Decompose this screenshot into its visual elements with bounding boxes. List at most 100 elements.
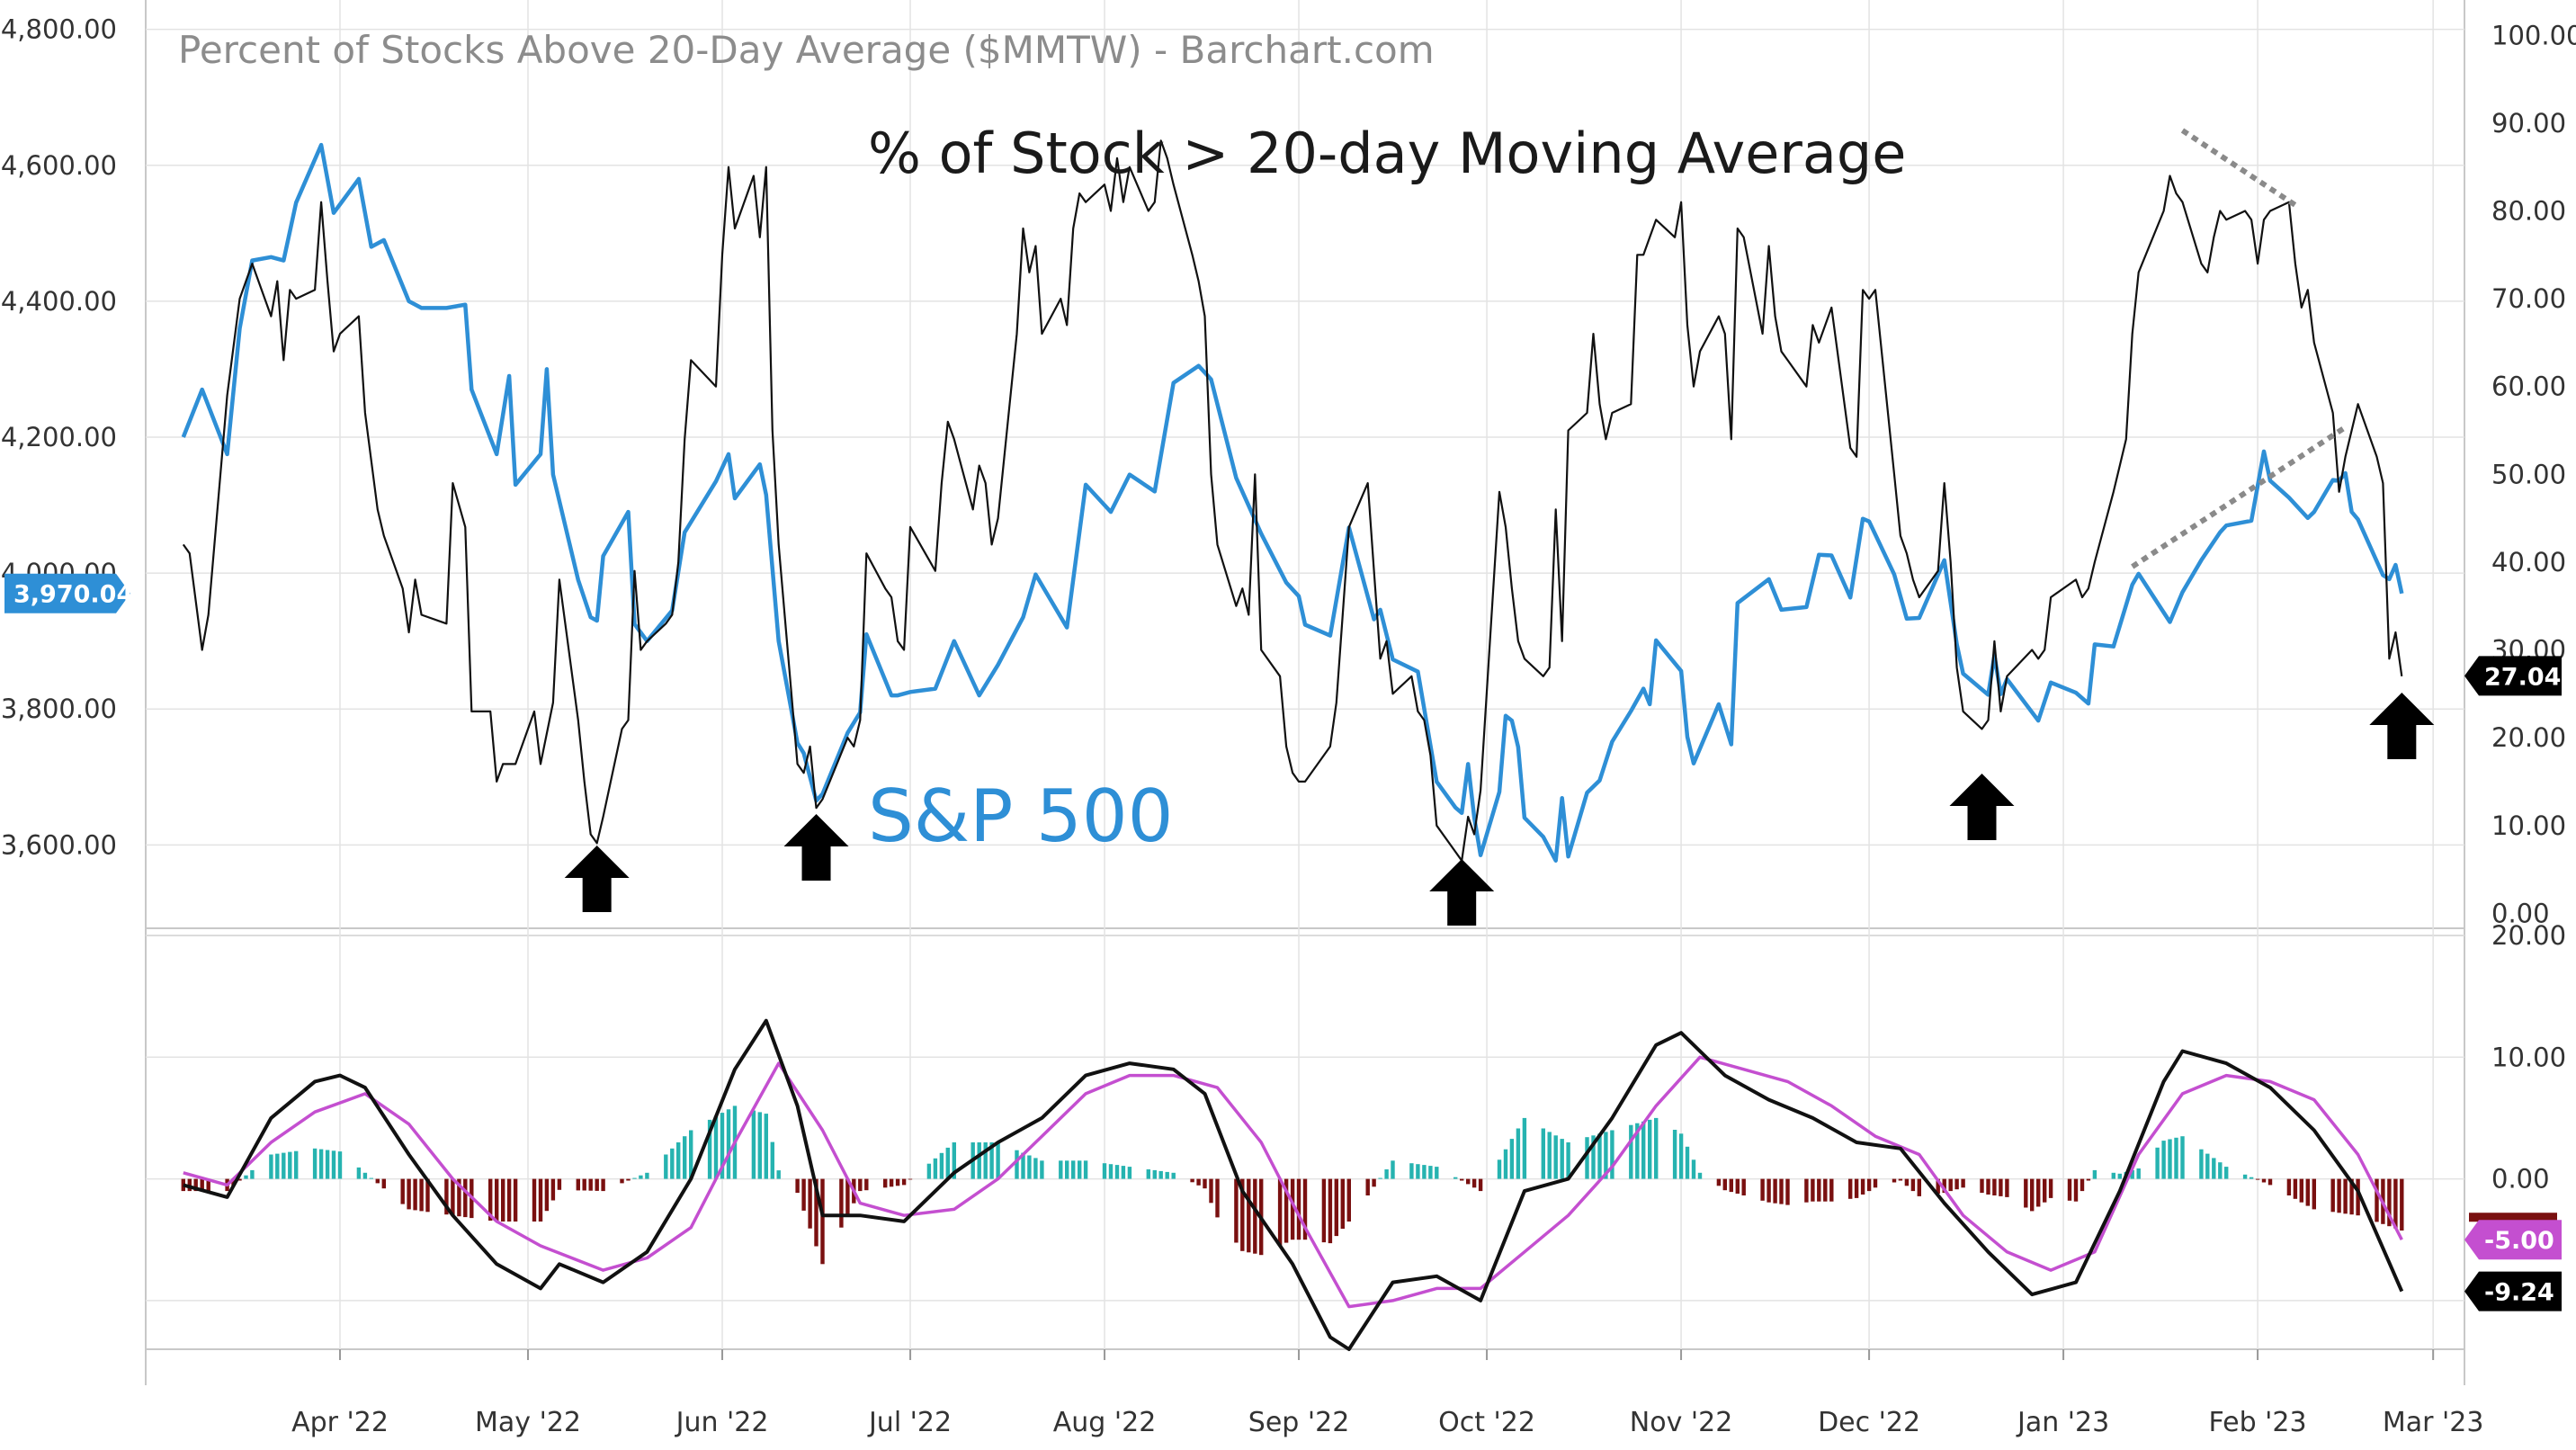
axes: 4,800.004,600.004,400.004,200.004,000.00… [1,14,2576,1438]
histogram-bar [2375,1178,2379,1222]
histogram-bar [1635,1123,1640,1179]
histogram-bar [1954,1178,1959,1190]
histogram-bar [1854,1178,1859,1198]
histogram-bar [989,1142,994,1179]
histogram-bar [1102,1163,1107,1179]
right-axis-tick: 10.00 [2491,810,2566,841]
histogram-bar [1321,1178,1327,1243]
histogram-bar [1365,1178,1370,1195]
series [181,139,2404,1351]
histogram-bar [1678,1133,1684,1179]
histogram-bar [1021,1152,1025,1179]
histogram-bar [1779,1178,1784,1204]
histogram-bar [1372,1178,1376,1187]
histogram-bar [1516,1128,1521,1179]
histogram-bar [2199,1149,2204,1179]
histogram-bar [626,1178,631,1181]
histogram-bar [1391,1160,1395,1179]
histogram-bar [337,1151,343,1179]
histogram-bar [1553,1135,1558,1179]
right-axis-tick: 70.00 [2491,283,2566,314]
histogram-bar [275,1153,280,1179]
histogram-bar [544,1178,550,1212]
histogram-bar [2267,1178,2273,1186]
histogram-bar [2356,1178,2360,1216]
histogram-bar [1240,1178,1245,1251]
histogram-bar [331,1150,336,1179]
histogram-bar [795,1178,800,1194]
histogram-bar [2205,1153,2210,1179]
histogram-bar [757,1112,762,1179]
right-axis-tick: 20.00 [2491,722,2566,753]
histogram-bar [1247,1178,1251,1253]
histogram-bar [2043,1178,2047,1203]
trendline-mmtw [2180,128,2297,208]
histogram-bar [2117,1173,2122,1179]
macd-axis-tick: 10.00 [2491,1042,2566,1072]
histogram-bar [463,1178,468,1218]
x-axis-tick: Aug '22 [1053,1407,1157,1438]
histogram-bar [1654,1117,1659,1179]
histogram-bar [1829,1178,1834,1202]
histogram-bar [595,1178,599,1191]
histogram-bar [883,1178,888,1188]
histogram-bar [362,1172,368,1179]
histogram-bar [1460,1178,1464,1181]
histogram-bar [1509,1139,1515,1179]
signal-last-value-bg [2464,1220,2562,1260]
histogram-bar [2212,1158,2216,1179]
x-axis-tick: Jul '22 [867,1407,952,1438]
histogram-bar [639,1175,643,1179]
histogram-bar [369,1177,373,1179]
left-axis-tick: 4,600.00 [1,150,117,181]
histogram-bar [664,1154,668,1179]
histogram-bar [1146,1169,1150,1179]
histogram-bar [845,1178,850,1216]
histogram-bar [2024,1178,2028,1208]
histogram-bar [1823,1178,1828,1202]
trendline-sp500 [2131,425,2348,569]
histogram-bar [1648,1119,1652,1179]
histogram-bar [1378,1177,1382,1179]
histogram-bar [1522,1117,1527,1179]
histogram-bar [413,1178,417,1211]
histogram-bar [1948,1178,1953,1192]
histogram-bar [1435,1167,1439,1179]
histogram-bar [1811,1178,1815,1202]
histogram-bar [1503,1149,1508,1179]
histogram-bar [1641,1121,1646,1179]
histogram-bar [1422,1165,1427,1179]
histogram-bar [1597,1133,1602,1179]
histogram-bar [1591,1135,1596,1179]
histogram-bar [1416,1164,1420,1179]
histogram-bar [945,1147,950,1179]
histogram-bar [764,1114,768,1179]
histogram-bar [2330,1178,2335,1213]
histogram-bar [1942,1178,1946,1194]
histogram-bar [814,1178,818,1247]
histogram-bar [318,1149,324,1179]
histogram-bar [1114,1165,1120,1179]
histogram-bar [1817,1178,1821,1202]
histogram-bar [356,1167,362,1179]
histogram-bar [444,1178,449,1215]
x-axis-tick: Dec '22 [1818,1407,1920,1438]
chart-title: Percent of Stocks Above 20-Day Average (… [178,28,1435,72]
histogram-bar [2218,1162,2223,1179]
histogram-bar [2337,1178,2341,1213]
histogram-bar [1340,1178,1345,1229]
histogram-bar [1722,1178,1727,1191]
histogram-bar [495,1178,499,1222]
histogram-bar [2387,1178,2392,1227]
histogram-bar [2242,1174,2248,1179]
x-axis-tick: Oct '22 [1438,1407,1535,1438]
histogram-bar [513,1178,518,1222]
histogram-bar [1604,1132,1608,1179]
histogram-bar [1277,1178,1283,1246]
histogram-bar [889,1178,894,1187]
histogram-bar [1936,1178,1940,1194]
histogram-bar [2005,1178,2009,1197]
histogram-bar [1716,1178,1722,1186]
histogram-bar [2092,1169,2097,1179]
histogram-bar [926,1163,932,1179]
